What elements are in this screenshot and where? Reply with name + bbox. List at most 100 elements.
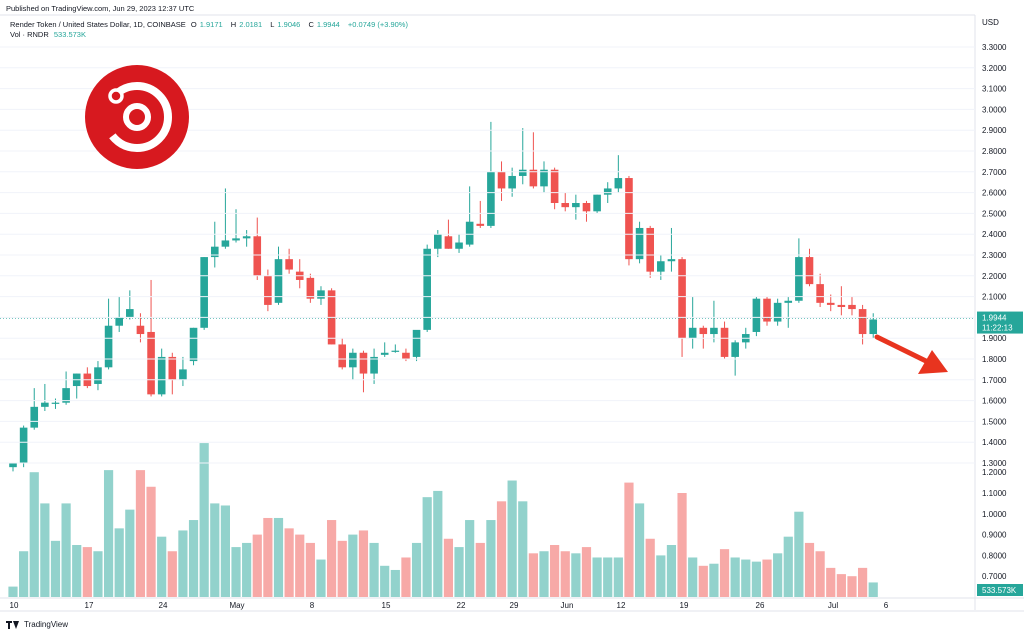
candle-body (210, 246, 219, 258)
last-volume-tag (977, 584, 1023, 596)
candle-body (550, 169, 559, 203)
high-value: 2.0181 (239, 20, 263, 29)
logo-inner-ring (123, 103, 151, 131)
time-tick-label: 12 (617, 601, 626, 610)
volume-bar (656, 555, 666, 597)
logo-circle (85, 65, 189, 169)
candle-body (285, 259, 293, 270)
candle-body (200, 257, 208, 328)
time-tick-label: Jun (561, 601, 574, 610)
candle-body (274, 259, 283, 303)
volume-bar (411, 542, 422, 597)
volume-bar (465, 520, 475, 597)
time-tick-label: Jul (828, 601, 838, 610)
candle-body (518, 169, 527, 176)
volume-bar (220, 505, 230, 597)
candle-body (306, 277, 315, 299)
candle-body (380, 352, 389, 355)
volume-bar (284, 528, 294, 597)
volume-bar (231, 547, 241, 597)
volume-bar (826, 567, 836, 597)
candle-body (805, 257, 814, 285)
candle-body (168, 356, 177, 380)
price-tick-label: 2.5000 (982, 209, 1007, 218)
price-tick-label: 1.4000 (982, 438, 1007, 447)
countdown-label: 11:22:13 (982, 324, 1013, 333)
candle-body (157, 356, 166, 395)
volume-bar (50, 540, 61, 597)
candle-body (752, 298, 761, 332)
volume-bar (305, 542, 315, 597)
ohlc-legend: Render Token / United States Dollar, 1D,… (10, 20, 408, 29)
candle-body (179, 369, 187, 380)
candle-body (487, 171, 495, 226)
volume-bar (592, 557, 602, 597)
price-tick-label: 2.8000 (982, 147, 1007, 156)
candle-body (147, 331, 155, 395)
volume-bar (167, 551, 177, 597)
volume-bar (114, 528, 124, 597)
candle-body (126, 309, 134, 318)
tradingview-logo-icon (6, 620, 20, 629)
volume-label: Vol · RNDR (10, 30, 49, 39)
volume-bar (327, 520, 337, 597)
price-tick-label: 2.2000 (982, 272, 1007, 281)
time-tick-label: 10 (10, 601, 19, 610)
tradingview-footer: TradingView (6, 620, 68, 629)
candle-body (455, 242, 463, 249)
volume-bar (316, 559, 326, 597)
volume-bar (581, 547, 592, 597)
volume-bar (210, 503, 220, 597)
volume-bar (719, 549, 730, 597)
time-tick-label: 19 (680, 601, 689, 610)
price-tick-label: 1.9000 (982, 334, 1007, 343)
volume-bar (698, 565, 708, 597)
volume-bar (804, 542, 815, 597)
price-tick-label: 3.1000 (982, 85, 1007, 94)
time-tick-label: 26 (756, 601, 765, 610)
volume-bar (836, 574, 846, 597)
candle-body (869, 319, 878, 335)
volume-bar (507, 480, 517, 597)
time-tick-label: 6 (884, 601, 889, 610)
candle-body (41, 402, 49, 407)
volume-bar (688, 557, 698, 597)
volume-bar (603, 557, 613, 597)
candle-body (858, 309, 867, 335)
volume-bar (815, 551, 825, 597)
volume-bar (125, 509, 135, 597)
arrow-head (918, 350, 948, 374)
volume-bar (709, 563, 719, 597)
volume-bar (773, 553, 783, 597)
volume-value: 533.573K (53, 30, 86, 39)
time-tick-label: 17 (85, 601, 94, 610)
volume-tick-label: 0.7000 (982, 572, 1007, 581)
volume-bar (794, 511, 804, 597)
candle-body (104, 325, 113, 368)
candle-body (646, 227, 654, 272)
last-price-tag (977, 311, 1023, 334)
candle-body (94, 367, 102, 384)
price-tick-label: 1.5000 (982, 417, 1007, 426)
volume-bar (560, 551, 570, 597)
volume-bar (188, 520, 199, 597)
candle-body (349, 352, 357, 368)
candle-body (62, 388, 70, 403)
candle-body (816, 284, 824, 303)
price-tick-label: 1.3000 (982, 459, 1007, 468)
price-tick-label: 3.3000 (982, 43, 1007, 52)
volume-bar (645, 538, 655, 597)
price-tick-label: 2.3000 (982, 251, 1007, 260)
published-caption: Published on TradingView.com, Jun 29, 20… (6, 4, 195, 13)
volume-bar (178, 530, 188, 597)
time-tick-label: 8 (310, 601, 315, 610)
volume-tick-label: 1.0000 (982, 510, 1007, 519)
candle-body (657, 261, 665, 272)
price-tick-label: 2.1000 (982, 293, 1007, 302)
volume-bar (518, 501, 528, 597)
volume-bar (103, 470, 114, 597)
volume-bar (858, 567, 868, 597)
price-tick-label: 2.7000 (982, 168, 1007, 177)
volume-bar (730, 557, 740, 597)
